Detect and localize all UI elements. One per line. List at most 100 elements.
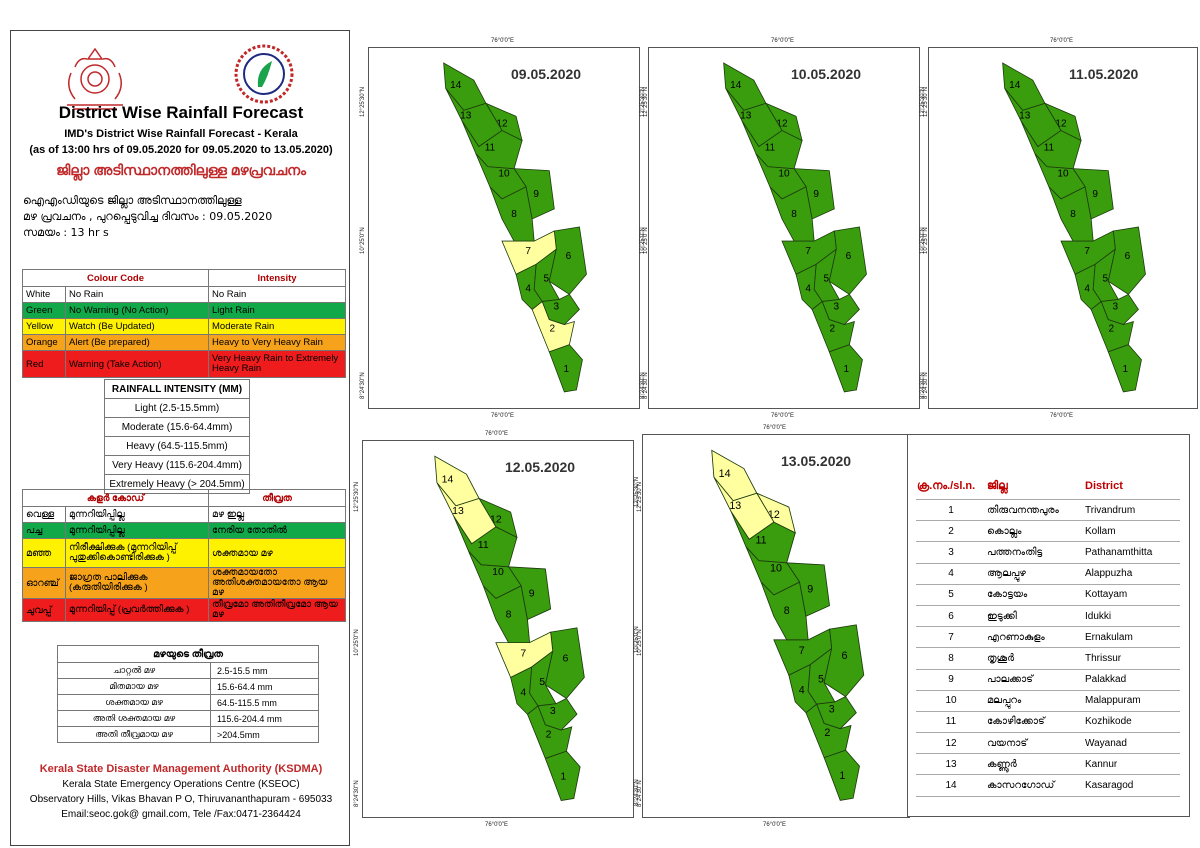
district-number-label: 13 xyxy=(452,505,464,517)
lat-label-left: 12°25'30"N xyxy=(634,476,640,507)
district-name-ml: തൃശൂർ xyxy=(986,647,1084,670)
district-name-en: Kozhikode xyxy=(1084,711,1180,734)
forecast-map-4: 12.05.2020 1 2 3 4 5 6 7 8 9 10 11 12 13 14 76°0'0"E 76°… xyxy=(354,431,643,828)
colour-intensity: Light Rain xyxy=(208,302,346,319)
district-number-label: 4 xyxy=(525,283,531,294)
district-number-label: 14 xyxy=(450,80,462,91)
district-number-label: 12 xyxy=(496,118,508,129)
district-head-ml: ജില്ല xyxy=(986,473,1084,500)
district-number-label: 5 xyxy=(543,273,549,284)
lat-label-left: 10°25'0"N xyxy=(360,227,366,255)
district-name-en: Pathanamthitta xyxy=(1084,541,1180,564)
district-no: 14 xyxy=(916,774,986,797)
district-number-label: 1 xyxy=(844,364,850,375)
ml-intensity-range: 15.6-64.4 mm xyxy=(210,678,319,695)
footer-contact: Email:seoc.gok@ gmail.com, Tele /Fax:047… xyxy=(61,809,301,820)
ml-intensity-head: തീവ്രത xyxy=(208,489,346,507)
district-number-label: 1 xyxy=(560,771,566,783)
district-number-label: 1 xyxy=(564,364,570,375)
district-number-label: 8 xyxy=(784,605,790,617)
district-no: 7 xyxy=(916,626,986,649)
district-number-label: 6 xyxy=(566,251,572,262)
kerala-emblem-icon xyxy=(67,47,123,110)
map-date: 10.05.2020 xyxy=(791,66,862,82)
forecast-map-2: 10.05.2020 1 2 3 4 5 6 7 8 9 10 11 12 13 14 76°0'0"E 76°… xyxy=(640,38,929,419)
lon-label-bottom: 76°0'0"E xyxy=(1050,413,1074,419)
district-number-label: 3 xyxy=(834,301,840,312)
forecast-map-5: 13.05.2020 1 2 3 4 5 6 7 8 9 10 11 12 13 14 76°0'0"E 76°… xyxy=(634,425,919,828)
ml-colour-intensity: മഴ ഇല്ല xyxy=(208,506,346,523)
colour-code-head: Colour Code xyxy=(22,269,209,287)
district-head-en: District xyxy=(1084,473,1180,500)
district-number-label: 12 xyxy=(768,509,780,521)
district-number-label: 9 xyxy=(529,587,535,599)
district-number-label: 5 xyxy=(539,676,545,688)
district-number-label: 2 xyxy=(824,727,830,739)
district-name-en: Kottayam xyxy=(1084,584,1180,606)
lon-label-top: 76°0'0"E xyxy=(485,431,509,437)
district-row: 2 കൊല്ലം Kollam xyxy=(916,520,1180,543)
lon-label-bottom: 76°0'0"E xyxy=(763,822,787,828)
district-number-label: 14 xyxy=(719,468,731,480)
ml-title: ജില്ലാ അടിസ്ഥാനത്തിലുള്ള മഴപ്രവചനം xyxy=(56,162,306,178)
ml-colour-desc: ജാഗ്രത പാലിക്കുക (കരുതിയിരിക്കുക ) xyxy=(65,567,209,599)
ml-colour-desc: നിരീക്ഷിക്കുക (മുന്നറിയിപ്പ് പുതുക്കികൊണ… xyxy=(65,538,209,568)
lat-label-left: 8°24'30"N xyxy=(634,779,640,807)
district-row: 1 തിരുവനന്തപുരം Trivandrum xyxy=(916,499,1180,522)
district-no: 10 xyxy=(916,690,986,712)
ml-intensity-table: മഴയുടെ തീവ്രത ചാറ്റൽ മഴ 2.5-15.5 mm മിതമാ… xyxy=(57,645,319,743)
district-no: 11 xyxy=(916,711,986,734)
district-name-ml: പത്തനംതിട്ട xyxy=(986,541,1084,564)
map-date: 12.05.2020 xyxy=(505,459,576,475)
footer-kseoc: Kerala State Emergency Operations Centre… xyxy=(62,779,300,790)
ml-colour-intensity: തീവ്രമോ അതിതീവ്രമോ ആയ മഴ xyxy=(208,598,346,622)
district-name-en: Thrissur xyxy=(1084,647,1180,670)
colour-row-white: White No Rain No Rain xyxy=(22,286,346,303)
district-number-label: 9 xyxy=(533,189,539,200)
page-title: District Wise Rainfall Forecast xyxy=(58,103,304,122)
district-number-label: 6 xyxy=(846,251,852,262)
ml-colour-name: പച്ച xyxy=(22,522,66,539)
district-row: 12 വയനാട് Wayanad xyxy=(916,732,1180,755)
district-row: 13 കണ്ണൂർ Kannur xyxy=(916,753,1180,776)
ml-intensity-table-head: മഴയുടെ തീവ്രത xyxy=(57,645,319,663)
ml-colour-row-white: വെള്ള മുന്നറിയിപ്പില്ല മഴ ഇല്ല xyxy=(22,506,346,523)
district-number-label: 7 xyxy=(520,647,526,659)
ml-colour-intensity: ശക്തമായതോ അതിശക്തമായതോ ആയ മഴ xyxy=(208,567,346,599)
colour-name: Orange xyxy=(22,334,66,351)
lat-label-left: 8°24'30"N xyxy=(354,780,360,807)
district-number-label: 2 xyxy=(1108,324,1114,335)
ml-colour-row-orange: ഓറഞ്ച് ജാഗ്രത പാലിക്കുക (കരുതിയിരിക്കുക … xyxy=(22,567,346,599)
lon-label-bottom: 76°0'0"E xyxy=(771,413,795,419)
colour-name: Yellow xyxy=(22,318,66,335)
lon-label-bottom: 76°0'0"E xyxy=(491,413,515,419)
ml-intensity-label: അതി തീവ്രമായ മഴ xyxy=(57,726,211,743)
district-number-label: 11 xyxy=(765,143,776,154)
district-number-label: 14 xyxy=(730,80,742,91)
district-name-ml: ആലപ്പുഴ xyxy=(986,563,1084,585)
district-number-label: 10 xyxy=(770,562,782,574)
colour-desc: Alert (Be prepared) xyxy=(65,334,209,351)
district-number-label: 11 xyxy=(755,534,766,546)
legend-panel: District Wise Rainfall Forecast IMD's Di… xyxy=(10,30,350,846)
district-number-label: 1 xyxy=(839,770,845,782)
ml-colour-row-green: പച്ച മുന്നറിയിപ്പില്ല നേരിയ തോതിൽ xyxy=(22,522,346,539)
intensity-heavy: Heavy (64.5-115.5mm) xyxy=(104,436,250,456)
district-no: 5 xyxy=(916,584,986,606)
district-no: 4 xyxy=(916,563,986,585)
district-number-label: 8 xyxy=(1070,209,1076,220)
colour-desc: No Warning (No Action) xyxy=(65,302,209,319)
district-number-label: 5 xyxy=(818,674,824,686)
colour-name: Green xyxy=(22,302,66,319)
ml-colour-desc: മുന്നറിയിപ്പില്ല xyxy=(65,506,209,523)
lat-label-left: 12°25'30"N xyxy=(360,86,366,117)
district-row: 6 ഇടുക്കി Idukki xyxy=(916,605,1180,628)
footer-org: Kerala State Disaster Management Authori… xyxy=(39,763,323,775)
district-number-label: 11 xyxy=(485,143,496,154)
lon-label-top: 76°0'0"E xyxy=(1050,38,1074,44)
lon-label-top: 76°0'0"E xyxy=(491,38,515,44)
district-name-en: Idukki xyxy=(1084,605,1180,628)
